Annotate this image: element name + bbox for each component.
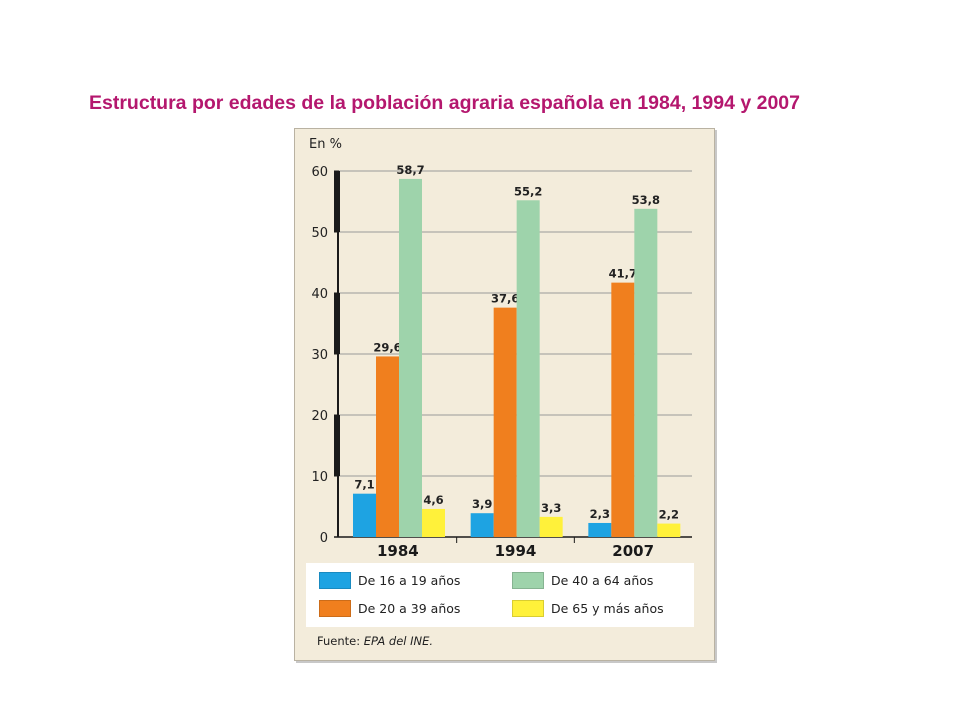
y-axis-segment: [334, 171, 340, 232]
bar-2007-3: [634, 208, 658, 537]
data-label: 2,3: [590, 507, 610, 521]
bar-2007-4: [657, 523, 681, 537]
y-tick-label: 50: [311, 226, 328, 241]
bar-1994-1: [470, 513, 494, 537]
bar-2007-1: [588, 522, 612, 537]
data-label: 58,7: [396, 163, 424, 177]
y-axis-segment: [337, 476, 339, 537]
legend-item: De 40 a 64 años: [512, 570, 653, 590]
x-tick-label: 1994: [495, 542, 537, 559]
y-tick-label: 20: [311, 409, 328, 424]
legend-label: De 65 y más años: [551, 600, 664, 616]
legend-item: De 16 a 19 años: [319, 570, 460, 590]
bar-chart: En % 0 10 20 30 40 50 60 7,1 29,6 58,7 4,6 1984 3,9 37…: [309, 137, 692, 559]
bar-1994-2: [493, 307, 517, 537]
chart-legend: De 16 a 19 años De 40 a 64 años De 20 a 39…: [306, 563, 694, 627]
legend-label: De 20 a 39 años: [358, 600, 461, 616]
legend-label: De 16 a 19 años: [358, 572, 461, 588]
bar-2007-2: [611, 282, 635, 537]
legend-swatch: [319, 571, 351, 589]
y-tick-label: 30: [311, 348, 328, 363]
bar-1994-4: [539, 516, 563, 537]
source-text: EPA del INE.: [363, 634, 434, 648]
legend-label: De 40 a 64 años: [551, 572, 654, 588]
bar-1984-4: [422, 508, 445, 537]
data-label: 29,6: [373, 340, 401, 354]
x-tick-label: 2007: [612, 542, 654, 559]
legend-item: De 65 y más años: [512, 598, 664, 618]
y-axis-segment: [334, 415, 340, 476]
y-unit-label: En %: [309, 137, 342, 152]
legend-swatch: [512, 599, 544, 617]
bar-1984-3: [399, 178, 422, 537]
legend-swatch: [319, 599, 351, 617]
chart-source: Fuente: EPA del INE.: [317, 634, 433, 648]
x-tick-label: 1984: [377, 542, 419, 559]
data-label: 2,2: [659, 508, 679, 522]
y-tick-label: 0: [320, 531, 328, 546]
y-tick-label: 40: [311, 287, 328, 302]
y-axis-segment: [337, 232, 339, 293]
y-tick-label: 10: [311, 470, 328, 485]
y-axis-segment: [337, 354, 339, 415]
y-axis-segment: [334, 293, 340, 354]
bar-1984-1: [353, 493, 376, 537]
legend-item: De 20 a 39 años: [319, 598, 460, 618]
bar-1984-2: [376, 356, 399, 537]
data-label: 3,3: [541, 501, 561, 515]
data-label: 53,8: [632, 193, 660, 207]
data-label: 41,7: [609, 267, 637, 281]
source-label: Fuente:: [317, 634, 361, 648]
y-tick-label: 60: [311, 165, 328, 180]
bar-1994-3: [516, 200, 540, 537]
data-label: 37,6: [491, 292, 519, 306]
data-label: 3,9: [472, 497, 492, 511]
legend-swatch: [512, 571, 544, 589]
slide-title: Estructura por edades de la población ag…: [89, 92, 800, 114]
data-label: 55,2: [514, 184, 542, 198]
data-label: 4,6: [423, 493, 443, 507]
data-label: 7,1: [354, 478, 374, 492]
chart-figure: En % 0 10 20 30 40 50 60 7,1 29,6 58,7 4,6 1984 3,9 37…: [294, 128, 715, 661]
